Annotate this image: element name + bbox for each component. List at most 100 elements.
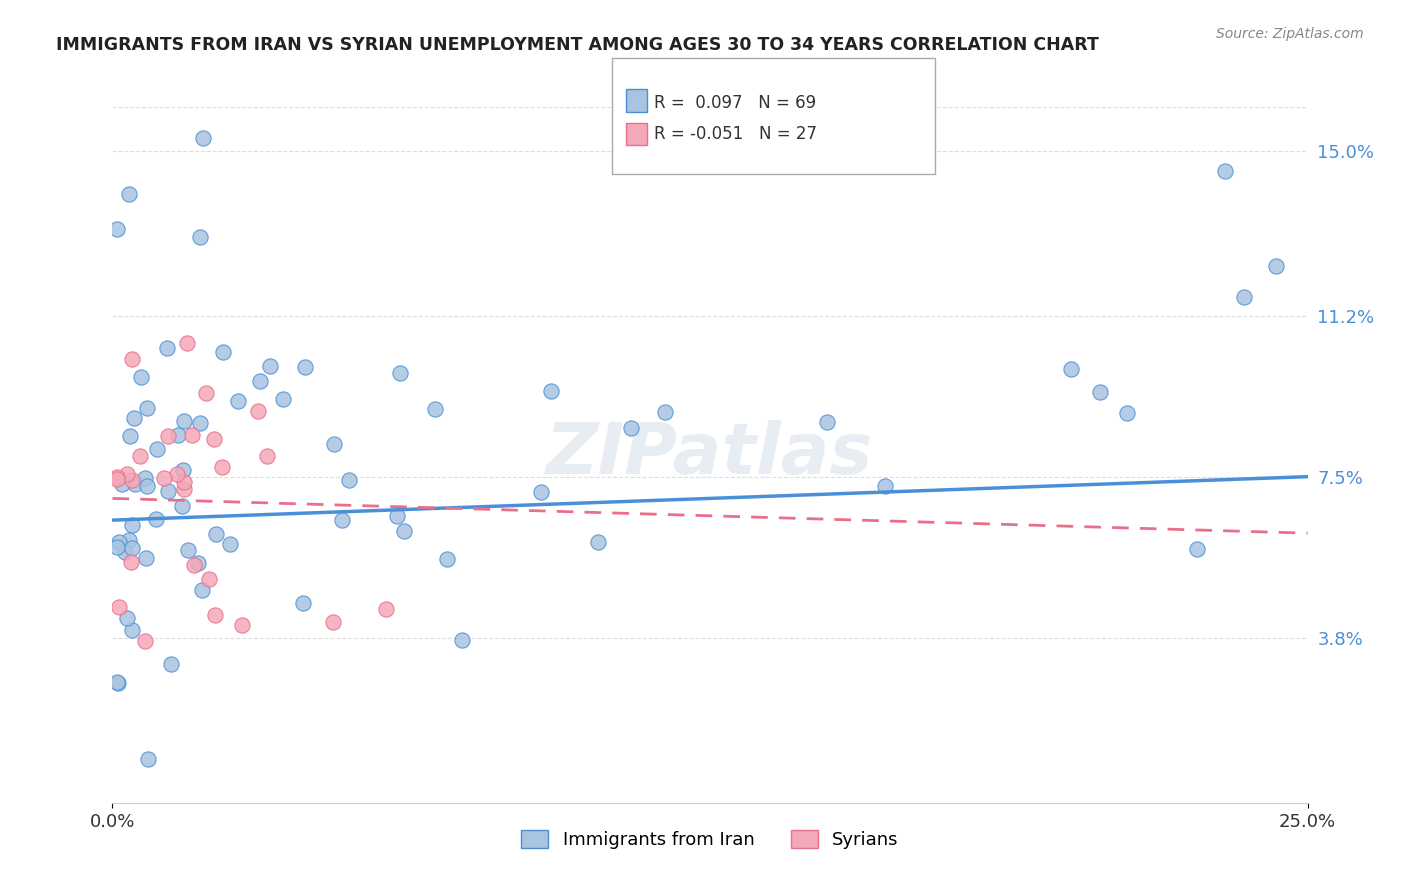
Text: R = -0.051   N = 27: R = -0.051 N = 27 — [654, 125, 817, 143]
Immigrants from Iran — [105, 674, 128, 689]
Immigrants from Iran — [121, 541, 143, 555]
Immigrants from Iran — [1088, 384, 1111, 399]
Immigrants from Iran — [134, 470, 156, 484]
Immigrants from Iran — [166, 428, 188, 442]
Syrians — [183, 558, 205, 572]
Immigrants from Iran — [815, 415, 838, 429]
Immigrants from Iran — [124, 476, 146, 491]
Immigrants from Iran — [156, 484, 179, 499]
Immigrants from Iran — [292, 596, 315, 610]
Immigrants from Iran — [271, 392, 294, 407]
Immigrants from Iran — [1264, 259, 1286, 273]
Immigrants from Iran — [107, 676, 129, 690]
Immigrants from Iran — [873, 479, 896, 493]
Syrians — [246, 404, 269, 418]
Syrians — [120, 555, 142, 569]
Immigrants from Iran — [191, 583, 214, 598]
Syrians — [121, 474, 143, 488]
Immigrants from Iran — [118, 533, 141, 547]
Immigrants from Iran — [136, 479, 159, 493]
Immigrants from Iran — [188, 230, 211, 244]
Syrians — [176, 336, 198, 351]
Immigrants from Iran — [136, 752, 159, 766]
Immigrants from Iran — [105, 540, 128, 554]
Immigrants from Iran — [105, 221, 128, 235]
Syrians — [153, 471, 176, 485]
Syrians — [173, 475, 195, 490]
Syrians — [105, 470, 128, 484]
Syrians — [194, 386, 217, 401]
Immigrants from Iran — [121, 623, 143, 637]
Immigrants from Iran — [173, 414, 195, 428]
Syrians — [204, 607, 226, 622]
Text: IMMIGRANTS FROM IRAN VS SYRIAN UNEMPLOYMENT AMONG AGES 30 TO 34 YEARS CORRELATIO: IMMIGRANTS FROM IRAN VS SYRIAN UNEMPLOYM… — [56, 36, 1099, 54]
Immigrants from Iran — [540, 384, 562, 398]
Immigrants from Iran — [136, 401, 159, 416]
Immigrants from Iran — [134, 550, 156, 565]
Immigrants from Iran — [1185, 541, 1208, 556]
Immigrants from Iran — [121, 518, 143, 533]
Syrians — [156, 428, 179, 442]
Immigrants from Iran — [1116, 406, 1139, 420]
Text: Source: ZipAtlas.com: Source: ZipAtlas.com — [1216, 27, 1364, 41]
Immigrants from Iran — [120, 429, 142, 443]
Syrians — [256, 449, 278, 463]
Immigrants from Iran — [294, 359, 316, 374]
Syrians — [117, 467, 139, 481]
Immigrants from Iran — [1060, 362, 1083, 376]
Syrians — [173, 482, 195, 496]
Immigrants from Iran — [586, 535, 609, 549]
Immigrants from Iran — [323, 437, 346, 451]
Syrians — [322, 615, 344, 630]
Immigrants from Iran — [205, 526, 228, 541]
Syrians — [197, 572, 219, 586]
Immigrants from Iran — [228, 393, 250, 408]
Immigrants from Iran — [115, 610, 138, 624]
Syrians — [105, 472, 128, 486]
Immigrants from Iran — [620, 421, 643, 435]
Syrians — [166, 467, 188, 482]
Immigrants from Iran — [159, 657, 181, 672]
Immigrants from Iran — [530, 484, 553, 499]
Immigrants from Iran — [118, 186, 141, 201]
Immigrants from Iran — [187, 556, 209, 570]
Immigrants from Iran — [122, 411, 145, 425]
Immigrants from Iran — [451, 633, 474, 648]
Immigrants from Iran — [392, 524, 415, 538]
Immigrants from Iran — [337, 474, 360, 488]
Syrians — [121, 352, 143, 367]
Immigrants from Iran — [1215, 164, 1237, 178]
Immigrants from Iran — [389, 366, 412, 380]
Immigrants from Iran — [145, 512, 167, 526]
Immigrants from Iran — [111, 477, 134, 491]
Immigrants from Iran — [108, 535, 131, 549]
Syrians — [231, 618, 253, 632]
Immigrants from Iran — [423, 401, 446, 416]
Immigrants from Iran — [155, 341, 177, 355]
Syrians — [129, 449, 152, 463]
Immigrants from Iran — [191, 130, 214, 145]
Text: R =  0.097   N = 69: R = 0.097 N = 69 — [654, 94, 815, 112]
Immigrants from Iran — [654, 404, 676, 418]
Immigrants from Iran — [114, 544, 136, 558]
Immigrants from Iran — [188, 416, 211, 430]
Immigrants from Iran — [170, 499, 193, 513]
Text: ZIPatlas: ZIPatlas — [547, 420, 873, 490]
Immigrants from Iran — [146, 442, 169, 456]
Immigrants from Iran — [385, 509, 408, 524]
Immigrants from Iran — [259, 359, 281, 374]
Immigrants from Iran — [1233, 290, 1256, 304]
Syrians — [211, 460, 233, 475]
Immigrants from Iran — [330, 513, 353, 527]
Immigrants from Iran — [211, 344, 233, 359]
Immigrants from Iran — [436, 551, 458, 566]
Legend: Immigrants from Iran, Syrians: Immigrants from Iran, Syrians — [515, 822, 905, 856]
Immigrants from Iran — [172, 463, 194, 477]
Immigrants from Iran — [129, 369, 152, 384]
Syrians — [108, 599, 131, 614]
Immigrants from Iran — [249, 374, 271, 388]
Syrians — [181, 428, 204, 442]
Immigrants from Iran — [219, 537, 242, 551]
Syrians — [134, 634, 156, 648]
Syrians — [374, 601, 396, 615]
